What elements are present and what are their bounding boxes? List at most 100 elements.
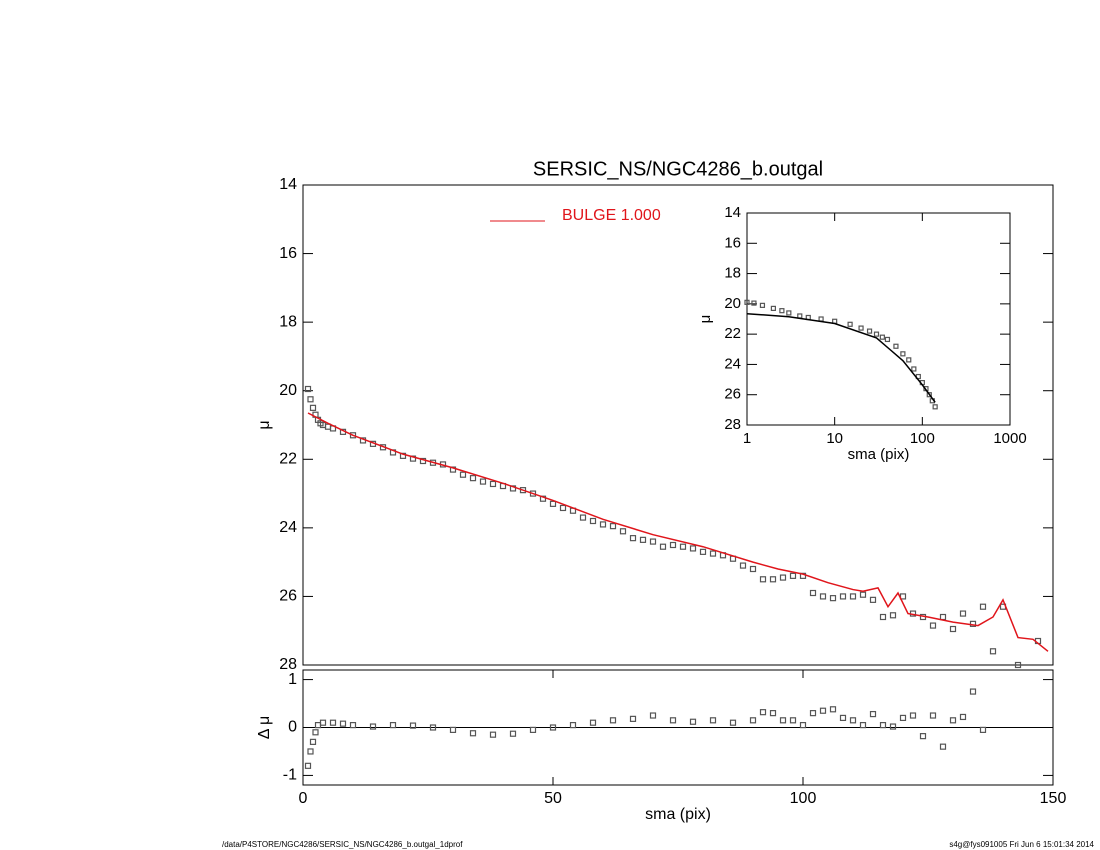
data-point [829, 706, 837, 713]
data-point [797, 313, 803, 319]
data-point [369, 723, 377, 730]
data-point [859, 722, 867, 729]
data-point [549, 500, 557, 507]
data-point [906, 357, 912, 363]
data-point [319, 719, 327, 726]
data-point [307, 396, 314, 403]
data-point [789, 572, 797, 579]
data-point [509, 730, 517, 737]
data-point [759, 709, 767, 716]
x-tick-label: 150 [1040, 790, 1067, 807]
data-point [751, 300, 757, 306]
data-point [312, 729, 319, 736]
data-point [679, 543, 687, 550]
data-point [849, 593, 857, 600]
x-tick-label: 1000 [993, 430, 1026, 447]
data-point [429, 724, 437, 731]
data-point [979, 726, 987, 733]
data-point [889, 612, 897, 619]
data-point [639, 536, 647, 543]
data-point [329, 719, 337, 726]
data-point [699, 548, 707, 555]
y-tick-label: 28 [724, 416, 741, 433]
y-tick-label: -1 [283, 767, 297, 784]
data-point [589, 719, 597, 726]
data-point [949, 717, 957, 724]
data-point [989, 648, 997, 655]
data-point [939, 613, 947, 621]
data-point [619, 528, 627, 535]
data-point [749, 565, 757, 573]
data-point [649, 712, 657, 719]
data-point [599, 521, 607, 528]
data-point [469, 730, 477, 737]
y-tick-label: 1 [288, 671, 297, 688]
y-axis-label: Δ μ [256, 716, 273, 739]
data-point [529, 490, 537, 497]
data-point [659, 543, 667, 550]
data-point [744, 299, 750, 305]
plot-frame [302, 184, 1054, 666]
y-tick-label: 16 [279, 245, 297, 262]
data-point [669, 541, 677, 549]
data-point [911, 366, 917, 372]
data-point [770, 305, 776, 311]
data-point [709, 550, 717, 557]
data-point [449, 726, 457, 733]
data-point [409, 722, 417, 729]
y-tick-label: 18 [724, 265, 741, 282]
data-point [769, 576, 777, 583]
y-tick-label: 22 [724, 325, 741, 342]
data-point [529, 726, 537, 733]
x-tick-label: 50 [544, 790, 562, 807]
data-point [859, 591, 867, 598]
x-tick-label: 10 [826, 430, 843, 447]
data-point [900, 351, 906, 357]
data-point [314, 722, 322, 729]
y-tick-label: 26 [724, 386, 741, 403]
data-point [847, 321, 853, 327]
data-point [873, 331, 880, 337]
data-point [409, 455, 417, 462]
x-tick-label: 1 [743, 430, 751, 447]
data-point [589, 517, 597, 525]
data-point [849, 717, 857, 724]
y-axis-label: μ [697, 315, 714, 324]
data-point [869, 596, 877, 603]
data-point [959, 713, 967, 721]
data-point [884, 336, 891, 343]
data-point [819, 707, 827, 714]
data-point [869, 710, 877, 718]
data-point [304, 762, 312, 769]
data-point [389, 722, 397, 729]
y-tick-label: 24 [724, 355, 741, 372]
data-point [449, 466, 457, 473]
data-point [1014, 661, 1022, 669]
x-tick-label: 100 [910, 430, 935, 447]
data-point [809, 589, 817, 597]
data-point [709, 717, 717, 724]
data-point [858, 325, 864, 331]
data-point [929, 712, 937, 719]
data-point [889, 723, 897, 730]
y-tick-label: 20 [724, 295, 741, 312]
y-axis-label: μ [256, 420, 273, 429]
data-point [339, 720, 347, 727]
footer-right: s4g@fys091005 Fri Jun 6 15:01:34 2014 [949, 840, 1094, 849]
data-point [549, 724, 557, 731]
data-point [799, 722, 807, 729]
data-point [569, 722, 577, 729]
data-point [729, 719, 737, 726]
data-point [979, 603, 987, 610]
data-point [609, 523, 617, 530]
data-point [579, 514, 587, 521]
data-point [799, 572, 807, 579]
data-point [939, 743, 947, 750]
model-line [746, 312, 936, 403]
data-point [926, 392, 932, 398]
data-point [629, 535, 637, 542]
data-point [969, 688, 977, 695]
model-line [307, 412, 1049, 652]
data-point [307, 748, 314, 755]
data-point [489, 731, 497, 738]
